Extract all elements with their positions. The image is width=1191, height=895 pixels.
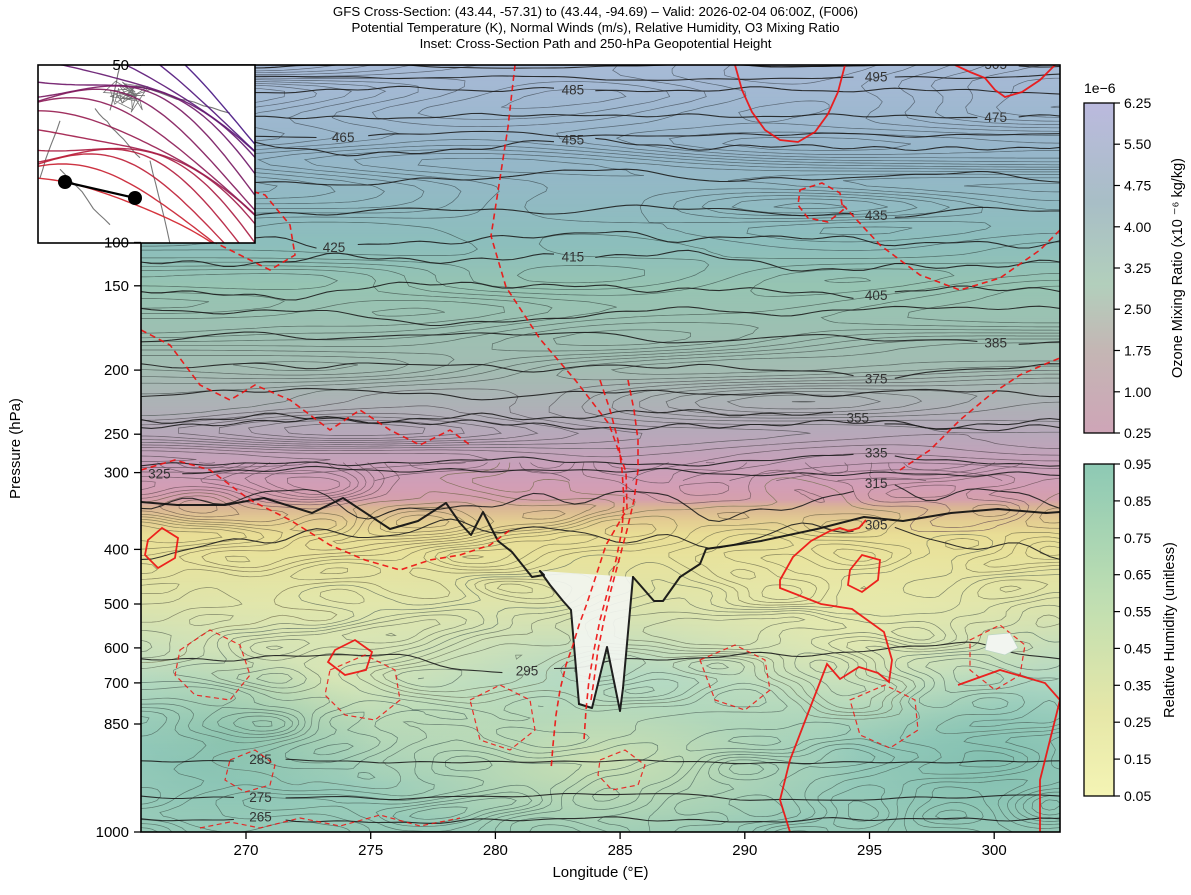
svg-text:475: 475 xyxy=(984,110,1007,125)
svg-text:6.25: 6.25 xyxy=(1124,95,1151,111)
svg-text:GFS Cross-Section: (43.44, -57: GFS Cross-Section: (43.44, -57.31) to (4… xyxy=(333,4,858,19)
svg-text:0.95: 0.95 xyxy=(1124,456,1151,472)
svg-text:435: 435 xyxy=(865,208,888,223)
svg-text:485: 485 xyxy=(562,82,585,97)
svg-text:0.85: 0.85 xyxy=(1124,493,1151,509)
svg-text:400: 400 xyxy=(104,541,129,558)
svg-text:1000: 1000 xyxy=(96,824,129,841)
svg-text:50: 50 xyxy=(112,57,129,74)
svg-text:385: 385 xyxy=(984,335,1007,350)
svg-text:415: 415 xyxy=(562,250,585,265)
svg-text:Potential Temperature (K), Nor: Potential Temperature (K), Normal Winds … xyxy=(352,20,840,35)
svg-text:455: 455 xyxy=(562,132,585,147)
svg-text:280: 280 xyxy=(483,842,508,859)
svg-text:5.50: 5.50 xyxy=(1124,136,1151,152)
svg-text:300: 300 xyxy=(104,465,129,482)
svg-text:Inset: Cross-Section Path and: Inset: Cross-Section Path and 250-hPa Ge… xyxy=(420,36,772,51)
svg-text:200: 200 xyxy=(104,362,129,379)
svg-text:0.65: 0.65 xyxy=(1124,567,1151,583)
svg-text:1e−6: 1e−6 xyxy=(1084,80,1116,96)
svg-text:0.55: 0.55 xyxy=(1124,604,1151,620)
svg-text:0.25: 0.25 xyxy=(1124,425,1151,441)
svg-text:500: 500 xyxy=(104,596,129,613)
svg-text:0.45: 0.45 xyxy=(1124,640,1151,656)
svg-text:315: 315 xyxy=(865,476,888,491)
svg-text:0.75: 0.75 xyxy=(1124,530,1151,546)
svg-text:355: 355 xyxy=(847,411,870,426)
svg-text:2.50: 2.50 xyxy=(1124,301,1151,317)
svg-text:300: 300 xyxy=(982,842,1007,859)
svg-text:275: 275 xyxy=(358,842,383,859)
svg-text:Ozone Mixing Ratio (x10 ⁻⁶ kg/: Ozone Mixing Ratio (x10 ⁻⁶ kg/kg) xyxy=(1170,158,1186,378)
svg-text:405: 405 xyxy=(865,288,888,303)
svg-text:Pressure (hPa): Pressure (hPa) xyxy=(7,398,24,499)
svg-text:250: 250 xyxy=(104,426,129,443)
svg-text:325: 325 xyxy=(148,466,171,481)
svg-text:295: 295 xyxy=(857,842,882,859)
svg-text:150: 150 xyxy=(104,278,129,295)
svg-text:290: 290 xyxy=(732,842,757,859)
svg-text:425: 425 xyxy=(323,240,346,255)
svg-text:0.25: 0.25 xyxy=(1124,714,1151,730)
svg-text:335: 335 xyxy=(865,445,888,460)
svg-text:265: 265 xyxy=(249,810,272,825)
svg-text:375: 375 xyxy=(865,371,888,386)
svg-text:0.35: 0.35 xyxy=(1124,677,1151,693)
svg-text:4.75: 4.75 xyxy=(1124,178,1151,194)
svg-text:295: 295 xyxy=(516,663,539,678)
svg-text:0.15: 0.15 xyxy=(1124,751,1151,767)
svg-text:270: 270 xyxy=(233,842,258,859)
svg-text:Relative Humidity (unitless): Relative Humidity (unitless) xyxy=(1162,542,1178,718)
svg-text:700: 700 xyxy=(104,675,129,692)
svg-text:850: 850 xyxy=(104,716,129,733)
svg-text:1.00: 1.00 xyxy=(1124,384,1151,400)
svg-text:495: 495 xyxy=(865,69,888,84)
svg-text:275: 275 xyxy=(249,790,272,805)
svg-text:Longitude (°E): Longitude (°E) xyxy=(552,864,648,881)
svg-text:4.00: 4.00 xyxy=(1124,219,1151,235)
svg-text:3.25: 3.25 xyxy=(1124,260,1151,276)
svg-text:465: 465 xyxy=(332,130,355,145)
svg-text:285: 285 xyxy=(608,842,633,859)
svg-text:1.75: 1.75 xyxy=(1124,343,1151,359)
svg-text:0.05: 0.05 xyxy=(1124,788,1151,804)
svg-text:600: 600 xyxy=(104,640,129,657)
svg-text:100: 100 xyxy=(104,235,129,252)
